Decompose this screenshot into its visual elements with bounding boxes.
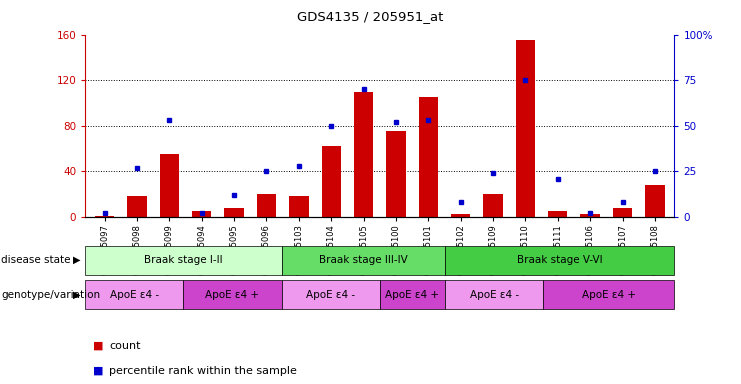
Bar <box>159 154 179 217</box>
Bar <box>445 246 674 275</box>
Text: GDS4135 / 205951_at: GDS4135 / 205951_at <box>297 10 444 23</box>
Bar <box>257 194 276 217</box>
Bar <box>483 194 502 217</box>
Text: percentile rank within the sample: percentile rank within the sample <box>109 366 297 376</box>
Text: ApoE ε4 +: ApoE ε4 + <box>205 290 259 300</box>
Text: Braak stage V-VI: Braak stage V-VI <box>517 255 602 265</box>
Text: ▶: ▶ <box>73 255 80 265</box>
Bar <box>613 208 632 217</box>
Bar <box>451 214 471 217</box>
Text: count: count <box>109 341 141 351</box>
Text: Braak stage III-IV: Braak stage III-IV <box>319 255 408 265</box>
Bar <box>127 197 147 217</box>
Bar <box>225 208 244 217</box>
Bar <box>580 214 600 217</box>
Text: ApoE ε4 -: ApoE ε4 - <box>470 290 519 300</box>
Text: ApoE ε4 +: ApoE ε4 + <box>582 290 636 300</box>
Bar <box>419 97 438 217</box>
Bar <box>543 280 674 309</box>
Text: Braak stage I-II: Braak stage I-II <box>144 255 223 265</box>
Text: ■: ■ <box>93 366 103 376</box>
Bar <box>289 197 308 217</box>
Text: ApoE ε4 -: ApoE ε4 - <box>110 290 159 300</box>
Bar <box>85 246 282 275</box>
Bar <box>516 40 535 217</box>
Bar <box>645 185 665 217</box>
Bar <box>184 280 282 309</box>
Bar <box>85 280 184 309</box>
Bar <box>322 146 341 217</box>
Bar <box>282 280 380 309</box>
Bar <box>192 211 211 217</box>
Bar <box>380 280 445 309</box>
Bar <box>354 91 373 217</box>
Bar <box>282 246 445 275</box>
Bar <box>548 211 568 217</box>
Text: genotype/variation: genotype/variation <box>1 290 101 300</box>
Bar <box>386 131 405 217</box>
Bar <box>445 280 543 309</box>
Text: disease state: disease state <box>1 255 71 265</box>
Text: ▶: ▶ <box>73 290 80 300</box>
Text: ApoE ε4 -: ApoE ε4 - <box>306 290 355 300</box>
Bar <box>95 216 114 217</box>
Text: ApoE ε4 +: ApoE ε4 + <box>385 290 439 300</box>
Text: ■: ■ <box>93 341 103 351</box>
